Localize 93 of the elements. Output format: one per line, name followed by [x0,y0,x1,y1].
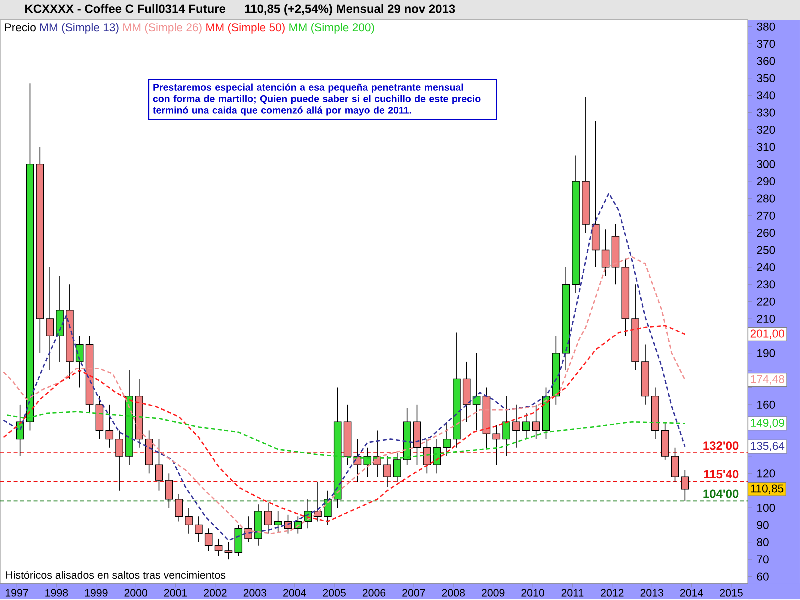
candlestick [384,456,392,488]
candlestick [443,422,451,458]
candlestick [204,528,213,552]
text: 149,09 [751,419,784,429]
x-tick-label: 2013 [640,589,664,597]
candlestick [165,473,174,509]
text: MM (Simple 50) [206,23,285,34]
x-tick-label: 2000 [124,589,148,597]
candlestick [264,502,272,534]
text: MM (Simple 200) [290,23,374,34]
x-tick-label: 2015 [720,589,743,597]
candlestick [106,404,114,448]
text: 135,64 [751,442,785,452]
x-tick-label: 2010 [522,589,544,597]
y-tick-label: 120 [758,470,776,478]
x-tick-label: 2009 [482,589,505,597]
y-tick-label: 80 [757,538,769,547]
annotation: Prestaremos especial atención a esa pequeña penetrante mensual con forma de martillo; Quien puede saber si el cuchillo de este precio terminó una caida que comenzó allá por mayo de 2011. [153,84,481,116]
candlestick [76,336,84,388]
x-tick-label: 2005 [323,589,346,597]
x-tick-label: 2003 [244,589,267,597]
ref-line-label: 132'00 [704,442,739,450]
line-series [3,325,686,523]
y-tick-label: 360 [757,57,776,66]
candlestick [472,353,481,432]
candlestick [195,516,203,543]
y-tick-label: 100 [758,504,776,512]
y-tick-label: 70 [757,556,769,564]
y-tick-label: 300 [757,160,776,169]
chart-title: KCXXXX - Coffee C Full0314 Future [26,4,226,14]
candlestick [602,229,610,277]
chart-subtitle: 110,85 (+2,54%) Mensual 29 nov 2013 [245,4,456,16]
candlestick [681,470,690,502]
x-tick-label: 2004 [284,589,306,597]
candlestick [532,404,540,440]
text: MM (Simple 13) [40,23,119,34]
ref-line-label: 104'00 [704,490,739,498]
x-tick-label: 1999 [85,589,108,597]
y-tick-label: 60 [757,572,769,581]
text: 174,48 [751,376,784,385]
candlestick [423,439,432,474]
y-tick-label: 270 [757,212,776,220]
legend-title: Precio [5,23,36,32]
candlestick [492,425,501,466]
y-tick-label: 210 [757,315,776,324]
ref-line-label: 115'40 [704,470,739,479]
candlestick [46,267,54,372]
candlestick [502,396,510,458]
x-tick-label: 2008 [442,589,466,597]
candlestick [394,452,402,483]
y-tick-label: 350 [757,74,776,83]
candlestick [116,430,124,492]
x-tick-label: 2006 [362,589,386,597]
candlestick [671,448,680,483]
x-tick-label: 2014 [680,589,704,597]
candlestick [175,494,183,522]
candlestick [224,542,233,560]
y-tick-label: 90 [757,521,769,530]
text: 110,85 [751,484,784,494]
candlestick [185,508,193,534]
y-tick-label: 380 [757,23,776,32]
x-tick-label: 2012 [601,589,624,597]
x-tick-label: 2007 [402,589,426,597]
x-tick-label: 2011 [562,589,584,597]
y-tick-label: 370 [757,40,776,48]
y-tick-label: 250 [757,246,776,254]
y-tick-label: 290 [757,178,776,186]
x-tick-label: 2002 [204,589,227,597]
y-tick-label: 330 [757,108,776,117]
candlestick [522,413,530,440]
y-tick-label: 230 [757,280,776,289]
y-tick-label: 280 [757,194,776,203]
x-tick-label: 1998 [46,589,68,597]
line-series [3,193,686,542]
y-tick-label: 220 [757,298,776,306]
x-tick-label: 2001 [164,589,188,597]
candlestick [155,439,164,492]
x-tick-label: 1997 [6,589,28,597]
candlestick [274,511,282,533]
candlestick [324,490,332,526]
candlestick [433,439,442,474]
y-tick-label: 320 [757,126,776,134]
text: MM (Simple 26) [124,23,202,34]
text: 201,00 [750,330,784,340]
annotation: Históricos alisados en saltos tras vencimientos [6,571,226,580]
y-tick-label: 190 [758,350,776,358]
y-tick-label: 340 [757,92,776,100]
y-tick-label: 160 [758,401,776,410]
candlestick [512,404,520,448]
candlestick [214,538,223,557]
y-tick-label: 240 [757,264,776,272]
y-tick-label: 260 [757,229,776,238]
y-tick-label: 310 [757,143,776,152]
